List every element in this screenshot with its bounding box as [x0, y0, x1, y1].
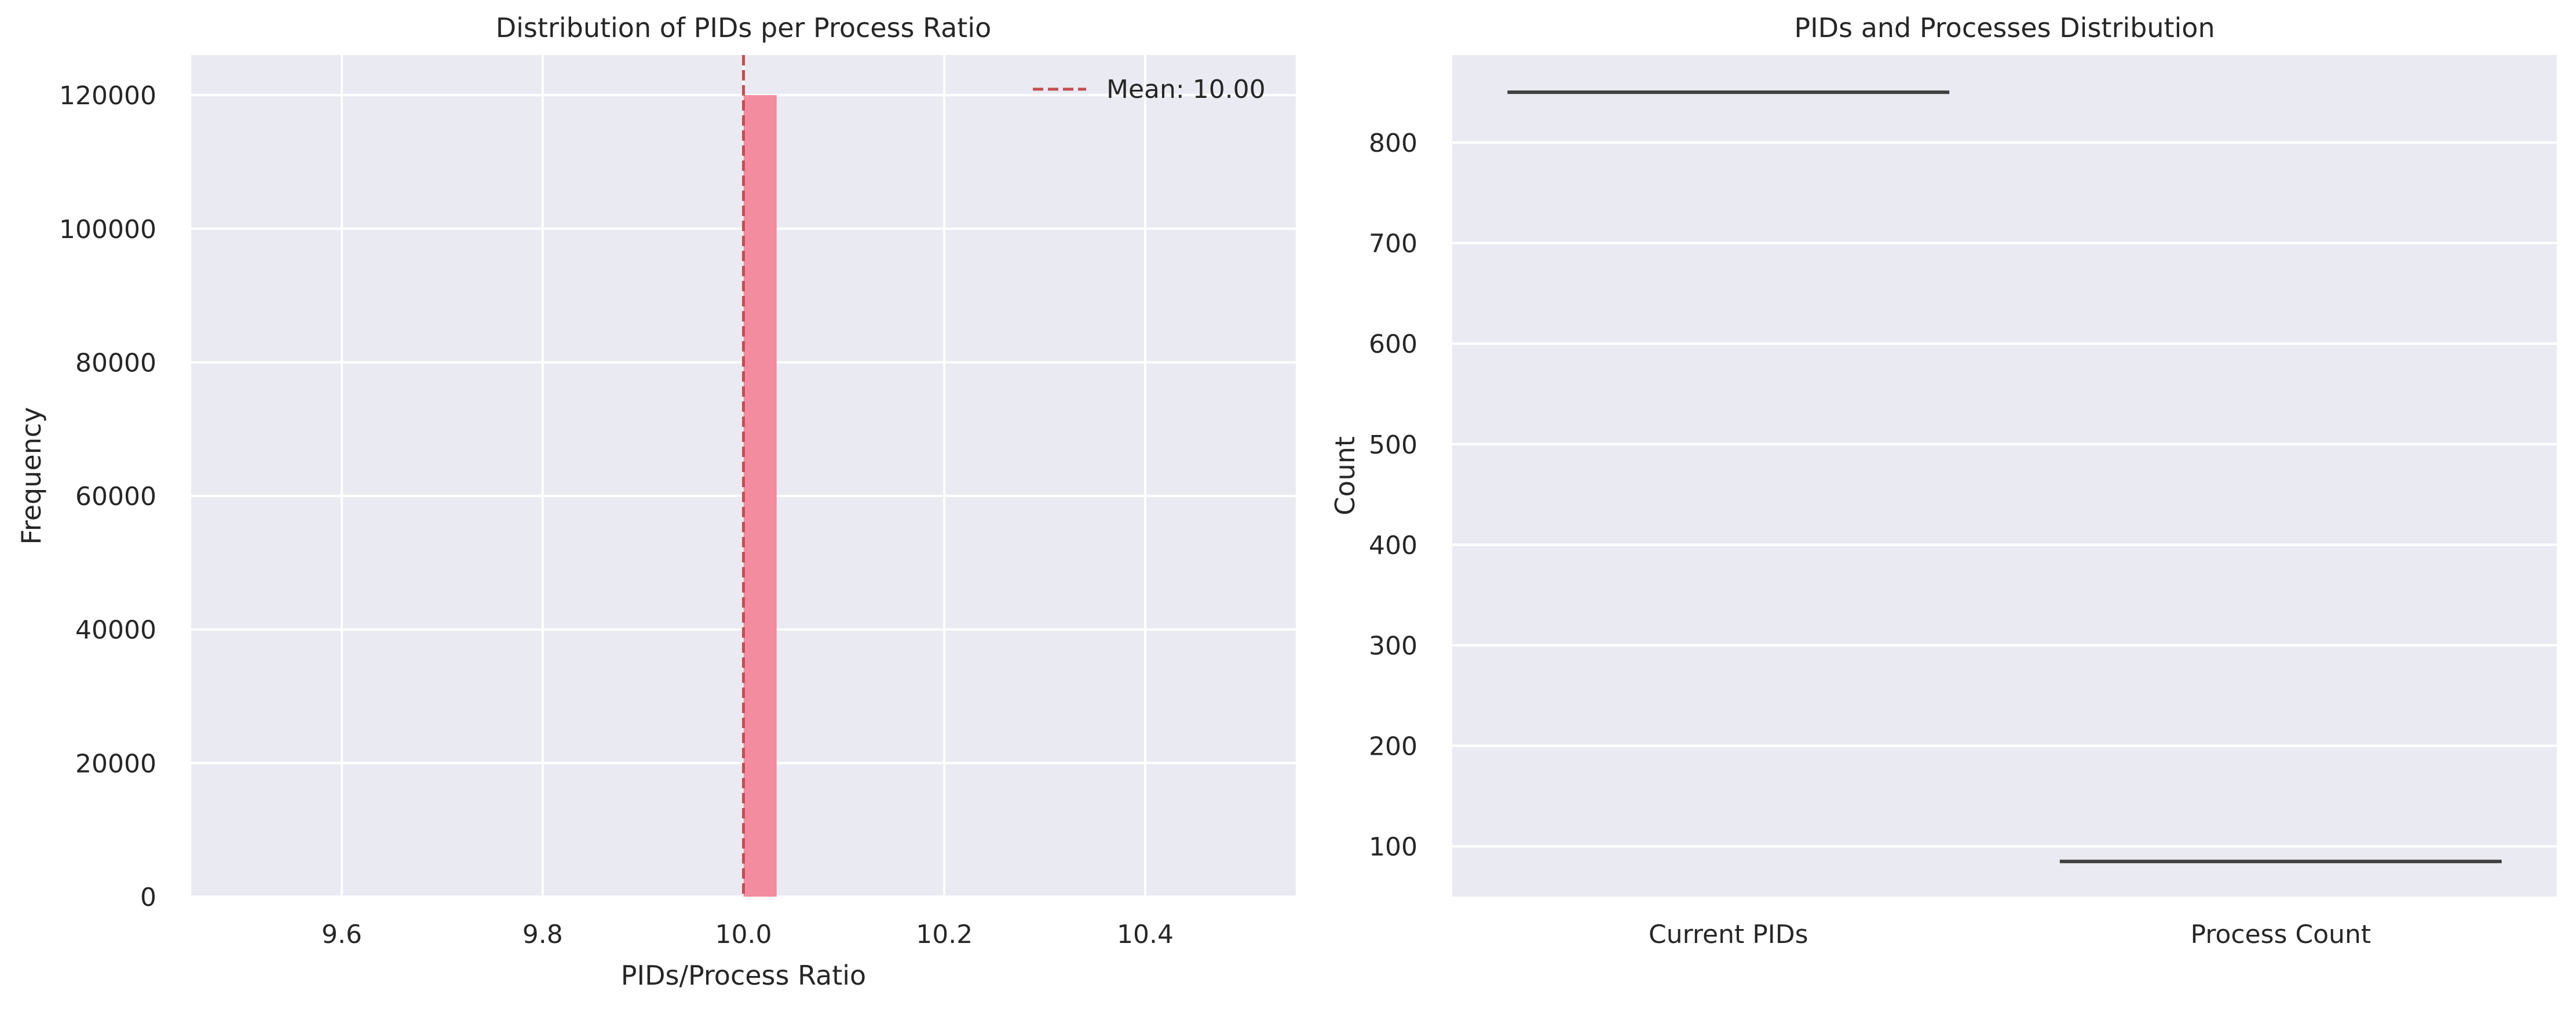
box-plot-category-label: Process Count: [2190, 920, 2371, 949]
box-plot-y-tick-label: 300: [1369, 631, 1417, 661]
histogram-bars: [743, 95, 777, 897]
histogram-x-tick-label: 9.6: [321, 920, 362, 949]
histogram-y-tick-labels: 0 20000 40000 60000 80000 100000 120000: [59, 81, 156, 912]
box-plot-y-tick-label: 800: [1369, 129, 1417, 158]
histogram-x-tick-label: 10.0: [715, 920, 772, 949]
box-plot-grid: [1452, 141, 2557, 848]
box-plot-title: PIDs and Processes Distribution: [1794, 12, 2215, 43]
histogram-y-tick-label: 40000: [75, 616, 156, 645]
box-plot-area: [1452, 55, 2557, 897]
histogram-bar: [743, 95, 777, 897]
histogram-y-tick-label: 60000: [75, 482, 156, 511]
box-plot-y-tick-label: 100: [1369, 832, 1417, 862]
box-plot-y-tick-label: 600: [1369, 330, 1417, 359]
box-plot-y-tick-labels: 100 200 300 400 500 600 700 800: [1369, 129, 1417, 862]
box-plot-category-labels: Current PIDs Process Count: [1649, 920, 2371, 949]
histogram-y-tick-label: 120000: [59, 81, 156, 111]
histogram-x-axis-label: PIDs/Process Ratio: [621, 960, 866, 991]
histogram-title: Distribution of PIDs per Process Ratio: [496, 12, 992, 43]
box-plot-y-tick-label: 500: [1369, 430, 1417, 460]
box-plot-y-tick-label: 700: [1369, 229, 1417, 259]
histogram-y-tick-label: 20000: [75, 749, 156, 778]
histogram-legend: Mean: 10.00: [1033, 75, 1266, 104]
box-plot-category-label: Current PIDs: [1649, 920, 1808, 949]
histogram-x-tick-label: 10.4: [1117, 920, 1174, 949]
histogram-x-tick-label: 9.8: [522, 920, 563, 949]
histogram-chart: 9.6 9.8 10.0 10.2 10.4 0 20000 40000 60000 80000…: [16, 12, 1296, 991]
histogram-y-tick-label: 100000: [59, 215, 156, 244]
legend-mean-label: Mean: 10.00: [1106, 75, 1266, 104]
histogram-x-tick-label: 10.2: [916, 920, 973, 949]
box-plot-y-axis-label: Count: [1329, 436, 1361, 516]
histogram-y-tick-label: 0: [140, 883, 156, 912]
box-plot-boxes: [1507, 90, 2502, 864]
histogram-y-tick-label: 80000: [75, 348, 156, 378]
box-plot-y-tick-label: 400: [1369, 531, 1417, 560]
box-plot-y-tick-label: 200: [1369, 732, 1417, 762]
histogram-y-axis-label: Frequency: [16, 407, 47, 545]
histogram-x-tick-labels: 9.6 9.8 10.0 10.2 10.4: [321, 920, 1174, 949]
box-plot-chart: Current PIDs Process Count 100 200 300 400 50…: [1329, 12, 2557, 949]
